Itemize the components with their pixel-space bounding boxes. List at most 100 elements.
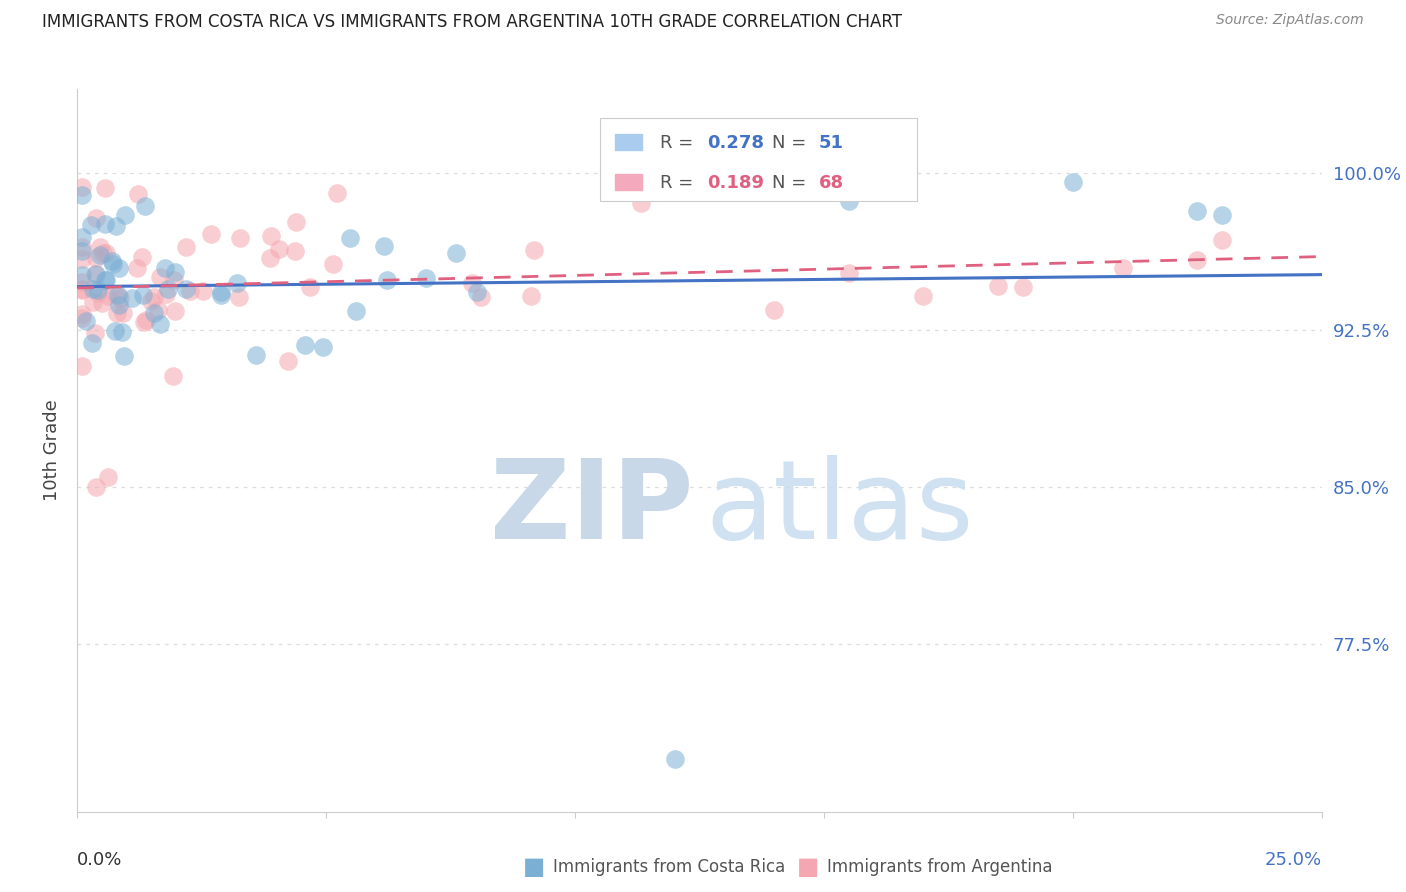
Point: [284, 215, 307, 229]
Point: [465, 285, 488, 300]
Point: [105, 219, 128, 233]
Point: [91, 246, 114, 260]
Point: [149, 270, 172, 285]
Point: [107, 288, 129, 302]
Text: Immigrants from Argentina: Immigrants from Argentina: [827, 858, 1052, 876]
Point: [132, 315, 155, 329]
Point: [87, 286, 110, 301]
Point: [134, 199, 156, 213]
Point: [72, 179, 94, 194]
Point: [339, 231, 361, 245]
Point: [110, 325, 132, 339]
Point: [209, 288, 232, 302]
Point: [200, 227, 222, 241]
Point: [1062, 175, 1084, 189]
Point: [82, 282, 104, 296]
Point: [912, 289, 935, 303]
Point: [153, 261, 176, 276]
Text: R =: R =: [659, 134, 699, 152]
Point: [1187, 204, 1209, 219]
Point: [91, 295, 114, 310]
Point: [763, 302, 786, 317]
Point: [94, 180, 117, 194]
Point: [80, 218, 103, 232]
Point: [72, 275, 94, 289]
Point: [93, 217, 115, 231]
Text: N =: N =: [772, 134, 811, 152]
Point: [174, 282, 197, 296]
Point: [114, 208, 136, 222]
Point: [1187, 252, 1209, 267]
Point: [132, 287, 155, 301]
Point: [228, 231, 250, 245]
Point: [523, 244, 546, 258]
Point: [163, 304, 186, 318]
Point: [163, 265, 186, 279]
Point: [162, 368, 184, 383]
FancyBboxPatch shape: [614, 135, 643, 150]
Point: [112, 349, 135, 363]
Point: [82, 295, 104, 310]
Point: [84, 251, 107, 265]
Point: [72, 187, 94, 202]
Point: [72, 307, 94, 321]
Point: [228, 290, 250, 304]
Point: [312, 340, 335, 354]
Point: [322, 257, 344, 271]
Point: [108, 261, 131, 276]
Point: [664, 752, 686, 766]
Text: 0.0%: 0.0%: [77, 852, 122, 870]
Point: [84, 267, 107, 281]
Point: [267, 242, 290, 256]
Point: [284, 244, 307, 258]
Point: [72, 252, 94, 266]
Text: N =: N =: [772, 174, 811, 192]
Point: [373, 239, 395, 253]
Point: [97, 469, 120, 483]
Point: [80, 335, 103, 350]
Point: [344, 303, 367, 318]
Point: [174, 240, 197, 254]
Point: [1012, 279, 1035, 293]
Point: [94, 273, 117, 287]
Point: [121, 291, 143, 305]
Text: ZIP: ZIP: [489, 455, 693, 562]
Point: [444, 245, 467, 260]
Point: [838, 266, 860, 280]
Point: [83, 268, 105, 282]
Point: [226, 276, 249, 290]
Point: [84, 480, 107, 494]
FancyBboxPatch shape: [600, 118, 917, 202]
Point: [375, 273, 398, 287]
Point: [260, 229, 283, 244]
Point: [299, 280, 322, 294]
Point: [72, 268, 94, 282]
Point: [96, 289, 118, 303]
Point: [72, 359, 94, 374]
Point: [127, 261, 149, 276]
Point: [470, 290, 492, 304]
Point: [294, 337, 316, 351]
Point: [131, 250, 153, 264]
Point: [163, 273, 186, 287]
Point: [245, 348, 267, 362]
Point: [325, 186, 347, 200]
Point: [209, 285, 232, 299]
Text: 0.278: 0.278: [707, 134, 763, 152]
Y-axis label: 10th Grade: 10th Grade: [42, 400, 60, 501]
Point: [89, 248, 111, 262]
Point: [112, 306, 135, 320]
Point: [72, 240, 94, 254]
Text: 0.189: 0.189: [707, 174, 763, 192]
Point: [105, 288, 128, 302]
Point: [72, 283, 94, 297]
Point: [259, 251, 281, 265]
Text: 68: 68: [818, 174, 844, 192]
Point: [179, 284, 201, 298]
Point: [987, 279, 1010, 293]
Point: [84, 326, 107, 340]
Text: Immigrants from Costa Rica: Immigrants from Costa Rica: [553, 858, 785, 876]
Point: [1111, 260, 1133, 275]
Text: 25.0%: 25.0%: [1264, 852, 1322, 870]
Point: [108, 291, 131, 305]
